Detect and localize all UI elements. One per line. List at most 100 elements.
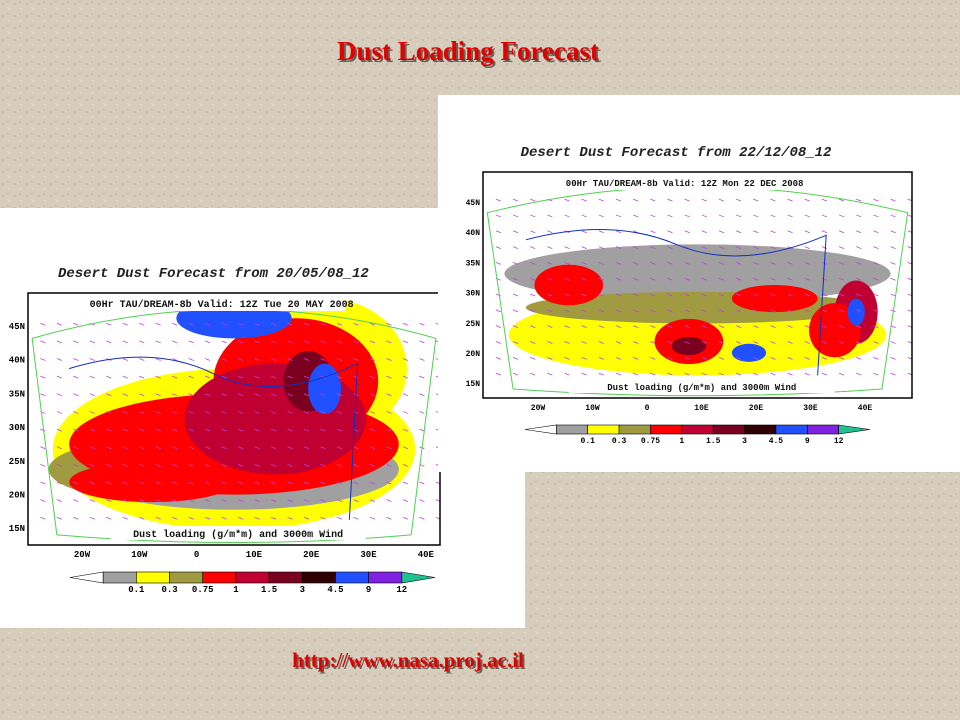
wind-arrow	[564, 198, 570, 202]
wind-arrow	[770, 214, 776, 218]
wind-arrow	[633, 309, 639, 313]
wind-arrow	[753, 293, 759, 297]
wind-arrow	[873, 341, 879, 344]
wind-arrow	[320, 393, 326, 397]
lat-label: 30N	[9, 423, 25, 433]
wind-arrow	[598, 214, 604, 218]
wind-arrow	[237, 411, 244, 414]
wind-arrow	[336, 481, 343, 485]
wind-arrow	[369, 499, 376, 503]
wind-arrow	[770, 246, 776, 249]
lon-label: 0	[194, 550, 199, 560]
wind-arrow	[155, 516, 161, 520]
colorbar-swatch	[202, 571, 237, 584]
wind-arrow	[838, 372, 845, 376]
wind-arrow	[547, 230, 553, 234]
wind-arrow	[40, 358, 46, 361]
colorbar-label: 9	[805, 437, 810, 446]
wind-arrow	[221, 358, 227, 361]
title-shadow: Dust Loading Forecast	[339, 38, 601, 68]
lon-label: 20E	[749, 404, 764, 413]
wind-arrow	[667, 293, 673, 297]
wind-arrow	[353, 446, 359, 450]
wind-arrow	[89, 358, 95, 361]
wind-arrow	[155, 446, 161, 450]
wind-arrow	[718, 293, 725, 297]
wind-arrow	[787, 341, 793, 344]
wind-arrow	[547, 214, 553, 218]
wind-arrow	[667, 341, 673, 344]
dust-area	[809, 303, 861, 358]
colorbar-label: 0.3	[161, 585, 177, 595]
wind-arrow	[221, 393, 227, 397]
wind-arrow	[581, 372, 587, 376]
lat-label: 20N	[466, 350, 481, 359]
wind-arrow	[73, 446, 79, 450]
wind-arrow	[270, 340, 277, 344]
lat-label: 25N	[466, 320, 481, 329]
map-area	[27, 292, 441, 546]
map-subtitle: 00Hr TAU/DREAM-8b Valid: 12Z Mon 22 DEC …	[566, 179, 804, 189]
wind-arrow	[155, 428, 161, 432]
wind-arrow	[701, 277, 707, 281]
wind-arrow	[106, 322, 112, 326]
wind-arrow	[838, 293, 845, 297]
wind-arrow	[402, 411, 409, 414]
lat-label: 25N	[9, 457, 25, 467]
wind-arrow	[386, 358, 392, 361]
wind-arrow	[188, 340, 194, 344]
wind-arrow	[122, 322, 128, 326]
wind-arrow	[718, 356, 725, 360]
wind-arrow	[856, 356, 862, 360]
colorbar-label: 1.5	[261, 585, 277, 595]
wind-arrow	[287, 481, 293, 485]
wind-arrow	[564, 309, 570, 313]
wind-arrow	[122, 499, 128, 503]
wind-arrow	[770, 293, 776, 297]
wind-arrow	[701, 325, 707, 329]
dust-area	[731, 285, 818, 313]
wind-arrow	[369, 393, 376, 397]
wind-arrow	[205, 446, 211, 450]
wind-arrow	[650, 293, 656, 297]
wind-arrow	[650, 262, 656, 265]
lon-label: 30E	[803, 404, 818, 413]
wind-arrow	[89, 481, 95, 485]
wind-arrow	[667, 309, 673, 313]
wind-arrow	[512, 230, 519, 234]
wind-arrow	[495, 325, 502, 329]
wind-arrow	[73, 322, 79, 326]
colorbar-label: 0.75	[641, 437, 660, 446]
wind-arrow	[633, 262, 639, 265]
wind-arrow	[495, 356, 502, 360]
wind-arrow	[303, 516, 310, 520]
wind-arrow	[718, 214, 725, 218]
colorbar-swatch	[368, 571, 403, 584]
wind-arrow	[106, 411, 112, 414]
wind-arrow	[804, 372, 810, 376]
wind-arrow	[254, 463, 260, 467]
wind-arrow	[890, 293, 896, 297]
wind-arrow	[73, 340, 79, 344]
wind-arrow	[320, 516, 326, 520]
wind-arrow	[718, 198, 725, 202]
lat-label: 20N	[9, 491, 25, 501]
wind-arrow	[139, 375, 145, 379]
wind-arrow	[40, 481, 46, 485]
wind-arrow	[56, 463, 62, 467]
wind-arrow	[40, 340, 46, 344]
wind-arrow	[402, 463, 409, 467]
wind-arrow	[753, 325, 759, 329]
wind-arrow	[89, 499, 95, 503]
wind-arrow	[598, 309, 604, 313]
wind-arrow	[188, 375, 194, 379]
wind-arrow	[735, 277, 742, 281]
dust-area	[534, 264, 604, 306]
colorbar-label: 0.1	[128, 585, 145, 595]
wind-arrow	[254, 428, 260, 432]
wind-arrow	[821, 372, 828, 376]
wind-arrow	[735, 309, 742, 313]
wind-arrow	[890, 277, 896, 281]
wind-arrow	[155, 481, 161, 485]
wind-arrow	[172, 463, 178, 467]
